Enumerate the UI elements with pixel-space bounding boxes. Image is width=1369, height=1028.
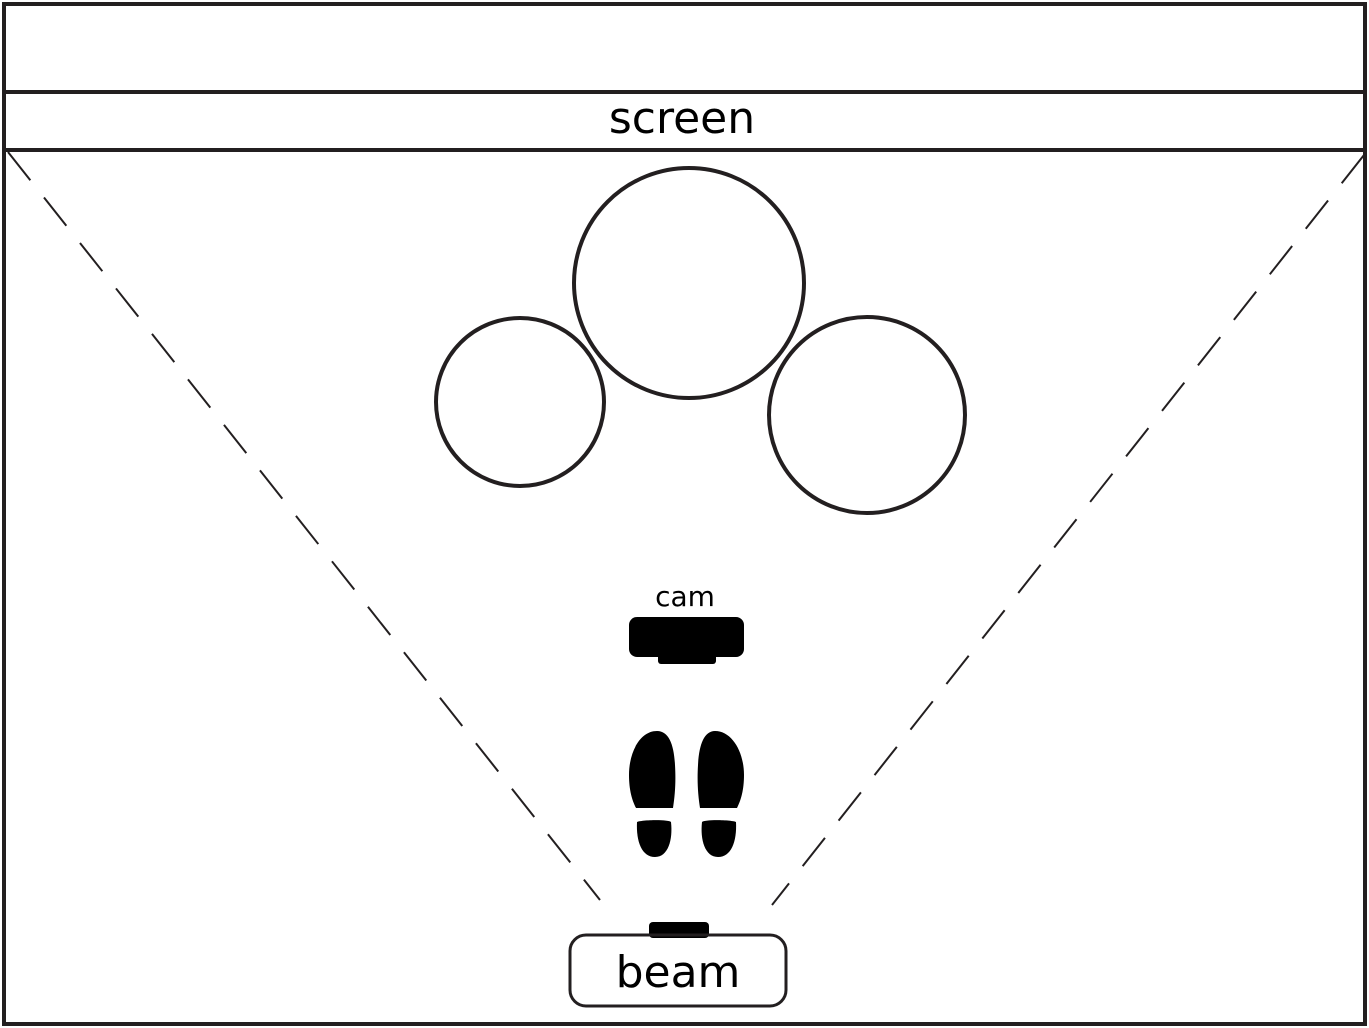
circle-left [434, 316, 606, 488]
projection-edge-left [7, 151, 601, 901]
camera-icon [629, 617, 744, 664]
cam-label: cam [655, 580, 715, 613]
beam-box [568, 933, 788, 1008]
circle-right [767, 315, 967, 515]
beam-label: beam [616, 947, 741, 998]
screen-label: screen [609, 93, 755, 144]
screen-band [2, 90, 1367, 152]
footprints-icon [629, 731, 744, 857]
projection-edge-right [771, 154, 1365, 906]
circle-top-center [572, 166, 806, 400]
